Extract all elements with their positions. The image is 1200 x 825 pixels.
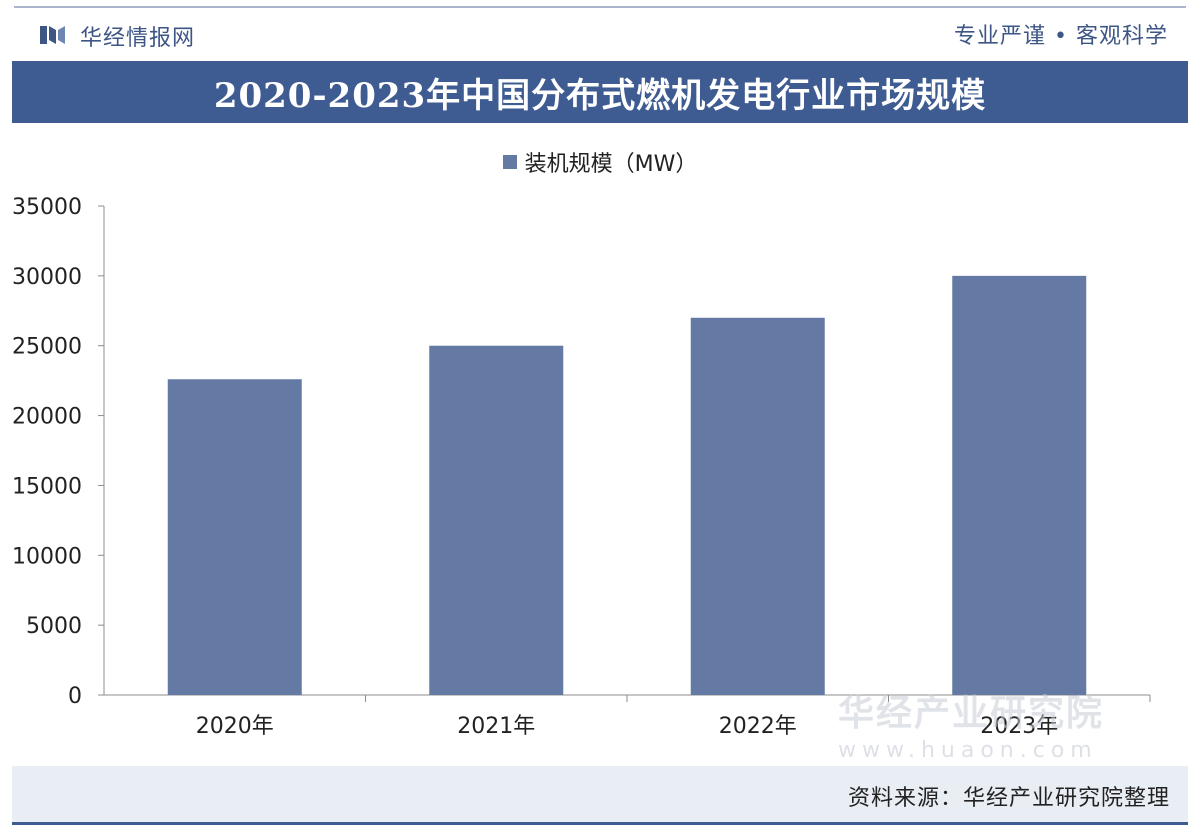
- x-tick-label: 2022年: [719, 714, 797, 739]
- y-tick-label: 10000: [12, 544, 82, 569]
- x-tick-label: 2021年: [457, 714, 535, 739]
- bar-2: [429, 345, 564, 695]
- source-note: 资料来源：华经产业研究院整理: [847, 786, 1170, 811]
- chart-title: 2020-2023年中国分布式燃机发电行业市场规模: [213, 75, 987, 116]
- footer: 资料来源：华经产业研究院整理: [12, 766, 1188, 825]
- y-tick-label: 25000: [12, 335, 82, 360]
- y-tick-label: 30000: [12, 265, 82, 290]
- bar-1: [167, 379, 302, 695]
- y-tick-label: 20000: [12, 405, 82, 430]
- y-tick-label: 0: [68, 684, 82, 709]
- bar-3: [690, 317, 825, 695]
- watermark-text: 华经产业研究院: [838, 693, 1105, 734]
- logo-icon: [40, 26, 65, 44]
- watermark-url: www.huaon.com: [838, 738, 1098, 763]
- legend-label: 装机规模（MW）: [524, 152, 698, 177]
- logo-text: 华经情报网: [80, 26, 196, 51]
- y-tick-label: 5000: [26, 614, 82, 639]
- y-tick-label: 15000: [12, 474, 82, 499]
- title-band: 2020-2023年中国分布式燃机发电行业市场规模: [12, 61, 1188, 123]
- legend: 装机规模（MW）: [0, 146, 1200, 178]
- slogan: 专业严谨 • 客观科学: [954, 24, 1168, 49]
- x-tick-label: 2020年: [196, 714, 274, 739]
- bar-chart: 0 5000 10000 15000 20000 25000 30000 35000 2020年…: [12, 195, 1151, 739]
- header-frame: [14, 6, 1186, 56]
- y-tick-label: 35000: [12, 195, 82, 220]
- watermark: 华经产业研究院 www.huaon.com: [838, 684, 1148, 763]
- x-tick-label: 2023年: [980, 714, 1058, 739]
- legend-swatch: [502, 155, 517, 169]
- bar-4: [952, 275, 1087, 695]
